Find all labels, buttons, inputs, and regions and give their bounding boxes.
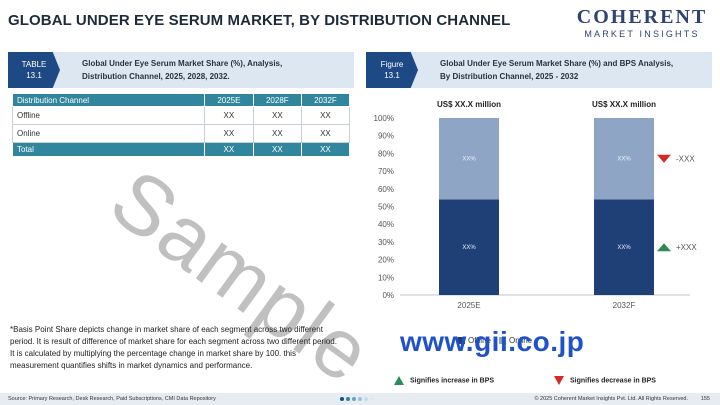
bps-increase-key: Signifies increase in BPS: [394, 376, 494, 385]
row-label: Total: [12, 142, 205, 157]
footer-dot: [346, 397, 350, 401]
bar-data-label: XX%: [462, 157, 476, 163]
market-share-table: Distribution Channel 2025E 2028F 2032F O…: [12, 93, 351, 157]
table-header-row: Distribution Channel 2025E 2028F 2032F: [12, 93, 351, 107]
bps-down-arrow-icon: [657, 154, 671, 163]
triangle-down-icon: [554, 376, 564, 385]
triangle-up-icon: [394, 376, 404, 385]
figure-caption: Global Under Eye Serum Market Share (%) …: [440, 59, 674, 81]
y-tick-label: 70%: [378, 167, 394, 176]
y-tick-label: 100%: [374, 114, 394, 123]
bar-segment-offline: [439, 118, 499, 200]
y-tick-label: 80%: [378, 149, 394, 158]
footer-dots: [340, 397, 400, 401]
bar-segment-offline: [594, 118, 654, 200]
bps-decrease-key: Signifies decrease in BPS: [554, 376, 656, 385]
x-tick-label: 2025E: [457, 301, 480, 310]
figure-tag: Figure 13.1: [366, 52, 418, 88]
table-cell: XX: [300, 142, 351, 157]
bar-segment-online: [439, 199, 499, 295]
table-caption-band: TABLE 13.1 Global Under Eye Serum Market…: [8, 52, 354, 88]
y-tick-label: 10%: [378, 273, 394, 282]
y-tick-label: 30%: [378, 238, 394, 247]
bar-data-label: XX%: [617, 245, 631, 251]
footer-dot: [352, 397, 356, 401]
bar-data-label: XX%: [617, 157, 631, 163]
table-row: Online XX XX XX: [12, 124, 351, 143]
table-cell: XX: [252, 142, 302, 157]
y-tick-label: 90%: [378, 132, 394, 141]
bps-note: *Basis Point Share depicts change in mar…: [10, 325, 337, 370]
page-title: GLOBAL UNDER EYE SERUM MARKET, BY DISTRI…: [8, 12, 511, 29]
company-logo: COHERENT MARKET INSIGHTS: [576, 6, 708, 46]
table-cell: XX: [204, 142, 254, 157]
bps-up-arrow-icon: [657, 243, 671, 252]
x-tick-label: 2032F: [613, 301, 636, 310]
bar-value-header: US$ XX.X million: [437, 100, 501, 109]
legend-swatch: [498, 337, 506, 345]
footer-dot: [364, 397, 368, 401]
gii-watermark: www.gii.co.jp: [400, 326, 585, 357]
legend-swatch: [458, 337, 465, 345]
bar-segment-online: [594, 199, 654, 295]
table-caption: Global Under Eye Serum Market Share (%),…: [82, 59, 283, 81]
legend-label: Online: [508, 336, 533, 345]
legend-item-online: Online: [498, 336, 533, 345]
column-header: 2032F: [300, 93, 351, 107]
chart-legend: Offline Online: [458, 336, 532, 345]
table-tag: TABLE 13.1: [8, 52, 60, 88]
logo-sub-text: MARKET INSIGHTS: [584, 29, 700, 39]
figure-tag-number: 13.1: [384, 71, 400, 80]
footer-copyright: © 2025 Coherent Market Insights Pvt. Ltd…: [534, 396, 688, 402]
figure-caption-band: Figure 13.1 Global Under Eye Serum Marke…: [366, 52, 712, 88]
bps-decrease-label: Signifies decrease in BPS: [570, 377, 656, 385]
footer-dot: [370, 397, 374, 401]
table-tag-number: 13.1: [26, 71, 42, 80]
footer-dot: [358, 397, 362, 401]
page-number: 155: [700, 396, 710, 402]
page-footer: Source: Primary Research, Desk Research,…: [0, 393, 720, 405]
legend-item-offline: Offline: [458, 336, 491, 345]
table-total-row: Total XX XX XX: [12, 142, 351, 157]
bar-data-label: XX%: [462, 245, 476, 251]
column-header: 2025E: [204, 93, 254, 107]
bps-value-label: -XXX: [676, 155, 695, 164]
bps-increase-label: Signifies increase in BPS: [410, 377, 495, 385]
logo-main-text: COHERENT: [576, 6, 708, 28]
table-tag-label: TABLE: [21, 60, 47, 69]
figure-tag-label: Figure: [380, 60, 404, 69]
footer-source: Source: Primary Research, Desk Research,…: [8, 396, 216, 402]
footer-dot: [340, 397, 344, 401]
table-row: Offline XX XX XX: [12, 106, 351, 125]
bar-value-header: US$ XX.X million: [592, 100, 656, 109]
legend-label: Offline: [468, 336, 491, 345]
y-tick-label: 40%: [378, 220, 394, 229]
bps-value-label: +XXX: [676, 243, 697, 252]
y-tick-label: 0%: [382, 291, 394, 300]
y-tick-label: 50%: [378, 203, 394, 212]
column-header: Distribution Channel: [12, 93, 205, 107]
y-tick-label: 60%: [378, 185, 394, 194]
y-tick-label: 20%: [378, 256, 394, 265]
